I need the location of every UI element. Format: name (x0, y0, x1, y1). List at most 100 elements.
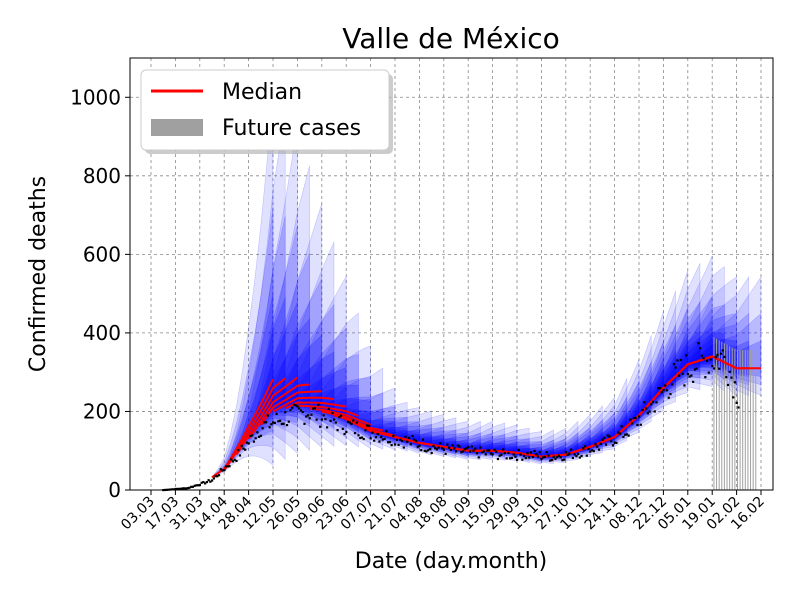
observed-point (463, 448, 466, 451)
observed-point (294, 404, 297, 407)
observed-point (564, 451, 567, 454)
observed-point (390, 444, 393, 447)
x-axis-label: Date (day.month) (355, 549, 547, 574)
observed-point (256, 431, 259, 434)
observed-point (592, 450, 595, 453)
observed-point (615, 441, 618, 445)
median-line (235, 376, 299, 456)
observed-point (252, 440, 256, 443)
observed-point (468, 450, 472, 453)
observed-point (399, 438, 402, 441)
observed-point (249, 434, 252, 438)
observed-point (549, 459, 552, 462)
observed-point (409, 443, 412, 446)
observed-point (238, 454, 242, 457)
y-tick-label: 600 (83, 242, 121, 266)
observed-point (451, 444, 454, 447)
observed-point (289, 409, 292, 412)
forecast-band (528, 413, 591, 460)
observed-point (381, 438, 384, 441)
observed-point (613, 441, 616, 444)
forecast-band (614, 324, 676, 438)
observed-point (467, 445, 470, 449)
observed-point (254, 437, 257, 440)
observed-point (725, 376, 728, 379)
observed-point (207, 479, 210, 482)
observed-point (230, 458, 233, 461)
observed-point (636, 423, 639, 427)
forecast-band (394, 429, 457, 455)
observed-point (611, 444, 615, 447)
observed-point (718, 367, 721, 370)
observed-point (721, 349, 724, 352)
observed-point (188, 486, 191, 489)
observed-point (411, 434, 414, 438)
legend-future-label: Future cases (222, 116, 361, 141)
observed-point (622, 435, 625, 439)
observed-point (270, 423, 273, 426)
observed-point (200, 481, 203, 484)
observed-point (186, 487, 189, 490)
observed-point (369, 437, 372, 440)
observed-point (184, 487, 188, 490)
observed-point (644, 407, 648, 410)
observed-point (240, 444, 243, 447)
median-line (247, 383, 310, 440)
observed-point (671, 383, 674, 386)
median-line (223, 377, 286, 471)
observed-point (322, 414, 325, 417)
observed-point (439, 442, 442, 445)
forecast-band (357, 407, 420, 454)
observed-point (479, 446, 482, 449)
observed-point (674, 366, 677, 369)
forecast-band (577, 380, 640, 451)
observed-point (217, 474, 221, 477)
observed-point (455, 450, 458, 453)
observed-point (660, 391, 663, 394)
observed-point (251, 434, 254, 437)
observed-point (606, 434, 609, 437)
observed-point (359, 436, 362, 440)
observed-point (193, 484, 196, 487)
forecast-band (614, 290, 676, 438)
observed-point (376, 432, 379, 436)
observed-point (732, 396, 735, 399)
observed-point (313, 407, 317, 410)
observed-point (590, 449, 594, 452)
observed-point (247, 442, 250, 445)
observed-point (205, 481, 208, 484)
observed-point (589, 450, 592, 453)
observed-point (618, 432, 622, 435)
median-line (699, 355, 761, 370)
observed-point (197, 484, 200, 487)
forecast-band (333, 387, 396, 451)
observed-point (374, 436, 378, 439)
observed-point (543, 455, 547, 458)
observed-point (641, 408, 644, 412)
observed-point (442, 448, 445, 451)
observed-point (458, 445, 461, 448)
observed-point (242, 447, 245, 450)
observed-point (550, 458, 554, 462)
observed-point (477, 456, 480, 459)
observed-point (730, 376, 733, 379)
observed-point (387, 441, 390, 444)
observed-point (214, 475, 217, 478)
observed-point (489, 452, 493, 455)
observed-point (528, 456, 531, 459)
observed-point (536, 455, 540, 458)
observed-point (512, 453, 515, 456)
observed-point (538, 451, 541, 454)
observed-point (577, 452, 580, 456)
observed-point (702, 357, 705, 360)
observed-point (580, 454, 583, 458)
observed-point (631, 422, 634, 425)
observed-point (420, 449, 423, 452)
forecast-band (638, 330, 701, 416)
observed-point (474, 447, 477, 450)
y-tick-label: 0 (108, 478, 121, 502)
observed-point (639, 423, 642, 426)
observed-point (444, 452, 447, 455)
forecast-band (394, 417, 457, 459)
observed-point (427, 449, 430, 452)
